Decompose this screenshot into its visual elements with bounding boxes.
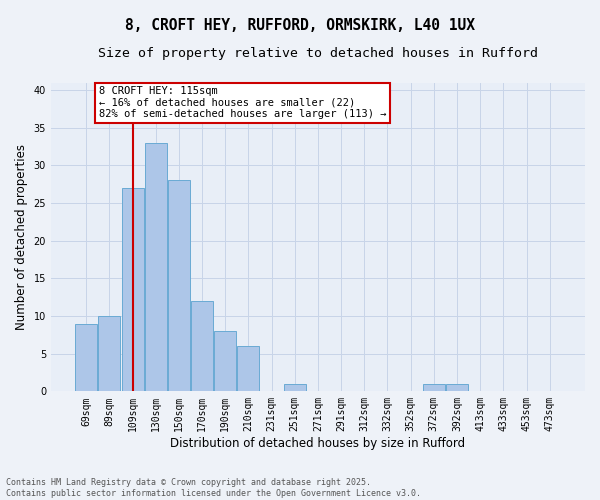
Bar bbox=[168, 180, 190, 392]
Bar bbox=[75, 324, 97, 392]
Bar bbox=[214, 331, 236, 392]
Title: Size of property relative to detached houses in Rufford: Size of property relative to detached ho… bbox=[98, 48, 538, 60]
Bar bbox=[423, 384, 445, 392]
Bar bbox=[446, 384, 468, 392]
Y-axis label: Number of detached properties: Number of detached properties bbox=[15, 144, 28, 330]
Bar bbox=[122, 188, 143, 392]
Bar bbox=[98, 316, 121, 392]
Bar bbox=[191, 301, 213, 392]
Text: 8 CROFT HEY: 115sqm
← 16% of detached houses are smaller (22)
82% of semi-detach: 8 CROFT HEY: 115sqm ← 16% of detached ho… bbox=[99, 86, 386, 120]
Text: 8, CROFT HEY, RUFFORD, ORMSKIRK, L40 1UX: 8, CROFT HEY, RUFFORD, ORMSKIRK, L40 1UX bbox=[125, 18, 475, 32]
Bar bbox=[284, 384, 306, 392]
Bar bbox=[238, 346, 259, 392]
Text: Contains HM Land Registry data © Crown copyright and database right 2025.
Contai: Contains HM Land Registry data © Crown c… bbox=[6, 478, 421, 498]
X-axis label: Distribution of detached houses by size in Rufford: Distribution of detached houses by size … bbox=[170, 437, 466, 450]
Bar bbox=[145, 143, 167, 392]
